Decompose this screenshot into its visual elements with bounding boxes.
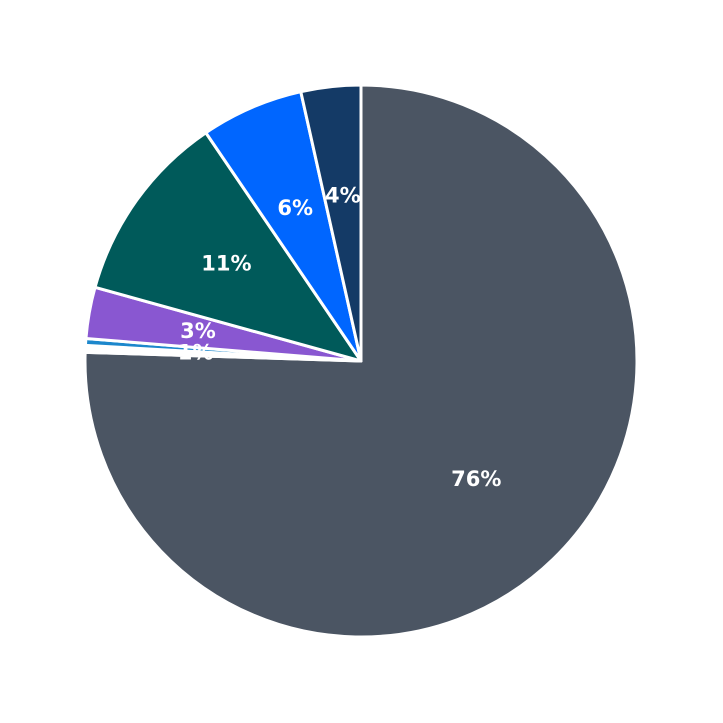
pie-slice-label-3: 3% xyxy=(180,319,216,343)
pie-labels: 76% 1%3% 11% 6% 4% xyxy=(178,183,502,491)
pie-slice-label-4: 11% xyxy=(201,252,251,276)
pie-slice-label-5: 6% xyxy=(277,196,313,220)
pie-slice-6 xyxy=(299,83,363,363)
pie-slice-label-0: 76% xyxy=(451,467,501,491)
pie-slice-0 xyxy=(83,83,639,639)
pie-slice-4 xyxy=(93,131,363,363)
pie-slice-label-1: 1% xyxy=(178,341,214,365)
pie-slice-label-6: 4% xyxy=(325,183,361,207)
pie-slices xyxy=(83,83,639,639)
